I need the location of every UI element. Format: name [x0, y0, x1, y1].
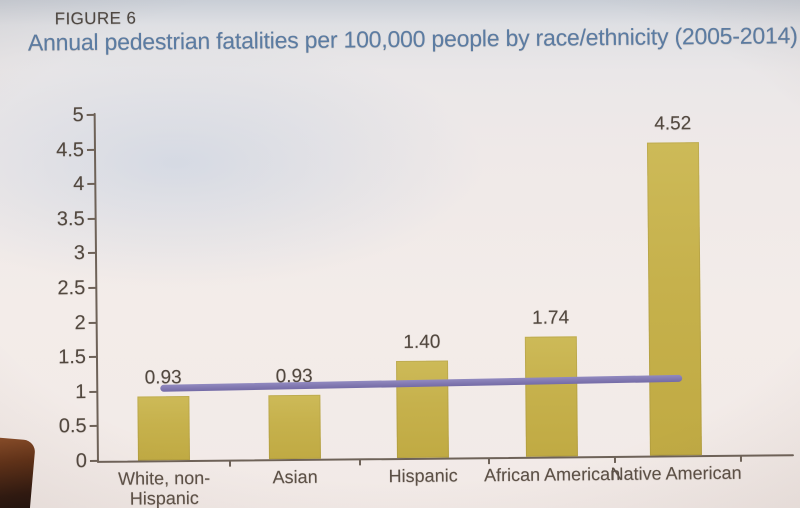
y-axis-tick-label: 4 [73, 173, 85, 196]
y-axis-tick-label: 0 [75, 450, 88, 473]
y-axis-tick [89, 425, 98, 428]
x-axis-category-label: African American [484, 464, 620, 485]
dark-foreground-object [0, 437, 36, 508]
y-axis-tick-label: 1.5 [58, 346, 87, 369]
bar-african-american [524, 336, 578, 457]
x-axis-category-label-line: Native American [610, 462, 742, 484]
x-axis-tick [739, 455, 743, 462]
y-axis-tick [86, 113, 95, 117]
y-axis-tick [87, 217, 96, 220]
x-axis-tick [228, 460, 232, 467]
y-axis-tick-label: 0.5 [58, 415, 87, 438]
bar-white-non-hispanic [137, 396, 190, 461]
y-axis-tick [87, 252, 96, 255]
x-axis-category-label: Native American [610, 463, 741, 484]
y-axis-tick-label: 4.5 [56, 138, 85, 161]
y-axis-tick-label: 2 [74, 311, 86, 334]
y-axis-tick-label: 3 [73, 242, 86, 265]
x-axis-tick [613, 456, 617, 463]
x-axis-category-label-line: White, non- [118, 467, 211, 489]
y-axis-tick-label: 2.5 [57, 277, 86, 300]
x-axis-category-label-line: African American [484, 463, 621, 486]
x-axis-tick [358, 459, 362, 466]
y-axis-tick [86, 148, 95, 151]
bar-native-american [646, 142, 702, 456]
y-axis-tick [88, 321, 97, 324]
y-axis-tick [89, 390, 98, 393]
y-axis-tick [88, 286, 97, 289]
x-axis-tick [487, 458, 491, 465]
bar-value-label: 1.74 [532, 307, 570, 329]
x-axis-category-label-line: Hispanic [388, 465, 458, 487]
x-axis-category-label-line: Hispanic [129, 487, 199, 508]
bar-value-label: 1.40 [403, 331, 441, 353]
y-axis-tick [87, 183, 96, 186]
x-axis-category-label: Asian [273, 467, 318, 487]
y-axis-tick [88, 356, 97, 359]
y-axis-tick-label: 3.5 [56, 207, 85, 231]
bar-hispanic [396, 360, 449, 459]
bar-asian [268, 394, 321, 460]
y-axis-tick-label: 5 [72, 104, 84, 127]
y-axis-tick [89, 459, 98, 462]
y-axis-tick-label: 1 [75, 380, 87, 403]
x-axis-category-label-line: Asian [272, 466, 318, 488]
bar-value-label: 4.52 [654, 113, 692, 135]
x-axis-category-label: White, non- Hispanic [118, 468, 210, 508]
x-axis-category-label: Hispanic [389, 465, 458, 486]
